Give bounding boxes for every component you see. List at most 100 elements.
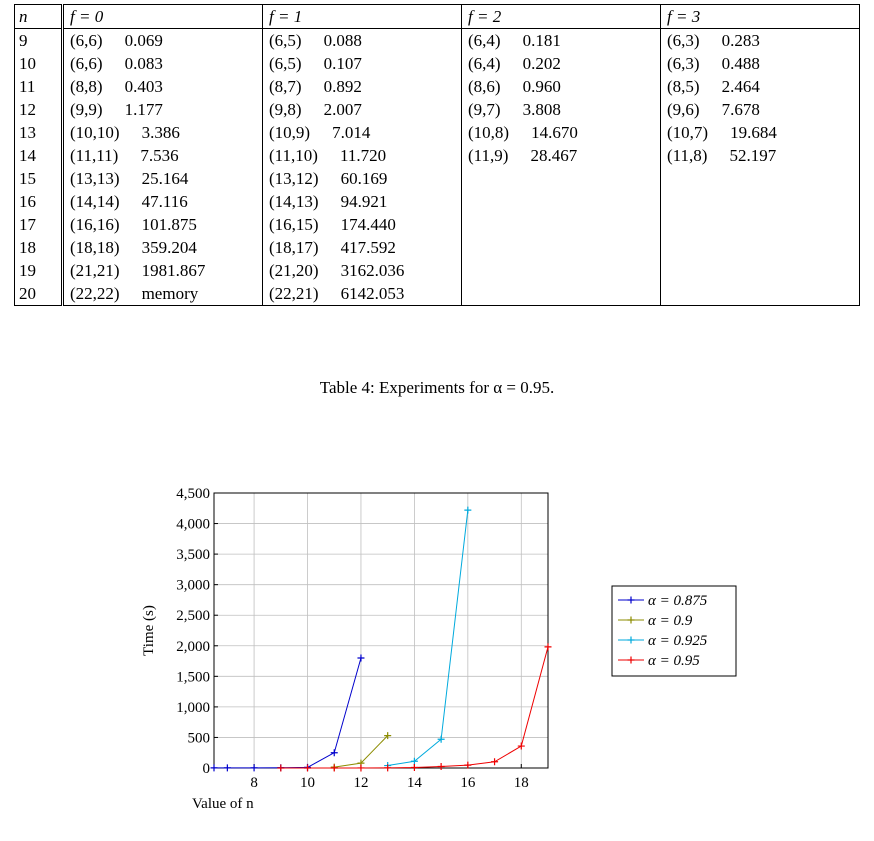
cell-n: 9 [14,28,64,52]
data-point [330,749,338,757]
cell-f3: (6,3) 0.283 [660,28,860,52]
cell-pair: (9,9) [70,99,103,119]
cell-pair: (6,4) [468,53,501,73]
table-row: 17 (16,16) 101.875 (16,15) 174.440 [14,213,860,236]
cell-f1: (22,21) 6142.053 [262,282,462,306]
data-point [384,764,392,772]
legend-label: α = 0.875 [648,593,708,609]
y-tick-label: 4,500 [176,486,210,502]
cell-f1: (13,12) 60.169 [262,167,462,190]
cell-pair: (9,8) [269,99,302,119]
data-point [544,643,552,651]
data-point [357,654,365,662]
cell-f2: (10,8) 14.670 [461,121,661,144]
cell-time: 417.592 [340,237,396,257]
cell-pair: (8,5) [667,76,700,96]
cell-pair: (16,16) [70,214,120,234]
cell-pair: (13,12) [269,168,319,188]
table-row: 15 (13,13) 25.164 (13,12) 60.169 [14,167,860,190]
cell-time: memory [141,283,199,303]
runtime-chart: 8 10 12 14 16 18 0 500 1,000 1,500 2,000 2,500 3,000… [141,486,737,812]
cell-f0: (6,6) 0.069 [62,28,263,52]
cell-time: 3.386 [141,122,180,142]
cell-time: 0.083 [124,53,163,73]
cell-time: 7.678 [721,99,760,119]
cell-pair: (6,4) [468,30,501,50]
cell-f3 [660,259,860,282]
cell-n: 13 [14,121,64,144]
cell-n: 14 [14,144,64,167]
cell-pair: (18,18) [70,237,120,257]
cell-pair: (9,6) [667,99,700,119]
data-point [384,732,392,740]
cell-time: 0.107 [323,53,362,73]
table-caption: Table 4: Experiments for α = 0.95. [319,378,555,397]
cell-f2 [461,236,661,259]
y-tick-label: 1,500 [176,669,210,685]
table-row: 14 (11,11) 7.536 (11,10) 11.720 (11,9) 28.467(… [14,144,860,167]
table-row: 19 (21,21) 1981.867 (21,20) 3162.036 [14,259,860,282]
cell-n: 19 [14,259,64,282]
series-line [214,657,362,769]
cell-pair: (10,7) [667,122,709,142]
cell-f0: (11,11) 7.536 [62,144,263,167]
experiments-table: n f = 0 f = 1 f = 2 f = 3 9 (6,6) 0.069 (6,… [14,4,860,306]
cell-time: 0.892 [323,76,362,96]
cell-n: 11 [14,75,64,98]
cell-time: 14.670 [531,122,578,142]
cell-f0: (22,22) memory [62,282,263,306]
y-tick-label: 2,000 [176,639,210,655]
cell-time: 1.177 [124,99,163,119]
table-row: 16 (14,14) 47.116 (14,13) 94.921 [14,190,860,213]
cell-pair: (11,10) [269,145,318,165]
cell-f3 [660,213,860,236]
cell-f3: (11,8) 52.197 [660,144,860,167]
data-point [357,764,365,772]
cell-pair: (6,5) [269,53,302,73]
cell-time: 0.181 [522,30,561,50]
legend-label: α = 0.9 [648,613,693,629]
cell-pair: (21,20) [269,260,319,280]
cell-f2: (6,4) 0.181 [461,28,661,52]
series-line [387,510,469,767]
cell-time: 60.169 [340,168,388,188]
cell-time: 0.088 [323,30,362,50]
data-point [250,764,258,772]
cell-time: 6142.053 [340,283,405,303]
cell-f3: (6,3) 0.488 [660,52,860,75]
cell-f0: (18,18) 359.204 [62,236,263,259]
cell-f0: (13,13) 25.164 [62,167,263,190]
cell-pair: (8,7) [269,76,302,96]
legend-marker [627,636,635,644]
cell-pair: (16,15) [269,214,319,234]
cell-pair: (10,9) [269,122,311,142]
legend-marker [627,656,635,664]
cell-f1: (9,8) 2.007 [262,98,462,121]
cell-time: 3162.036 [340,260,405,280]
legend-marker [627,596,635,604]
cell-f3: (10,7) 19.684 [660,121,860,144]
cell-pair: (11,11) [70,145,119,165]
cell-f1: (6,5) 0.088 [262,28,462,52]
cell-f0: (8,8) 0.403 [62,75,263,98]
cell-f2: (11,9) 28.467 [461,144,661,167]
cell-time: 28.467 [530,145,578,165]
cell-pair: (22,22) [70,283,120,303]
y-tick-label: 500 [188,730,211,746]
cell-n: 17 [14,213,64,236]
data-point [464,506,472,514]
cell-time: 0.960 [522,76,561,96]
cell-f2 [461,259,661,282]
legend-marker [627,616,635,624]
cell-time: 2.007 [323,99,362,119]
cell-time: 0.283 [721,30,760,50]
table-row: 20 (22,22) memory (22,21) 6142.053 [14,282,860,306]
cell-pair: (6,6) [70,30,103,50]
cell-f1: (10,9) 7.014 [262,121,462,144]
cell-f2 [461,213,661,236]
y-tick-label: 0 [203,761,211,777]
cell-n: 18 [14,236,64,259]
cell-f3 [660,236,860,259]
data-point [223,764,231,772]
table-row: 10 (6,6) 0.083 (6,5) 0.107 (6,4) 0.202 (6,3) 0.4… [14,52,860,75]
